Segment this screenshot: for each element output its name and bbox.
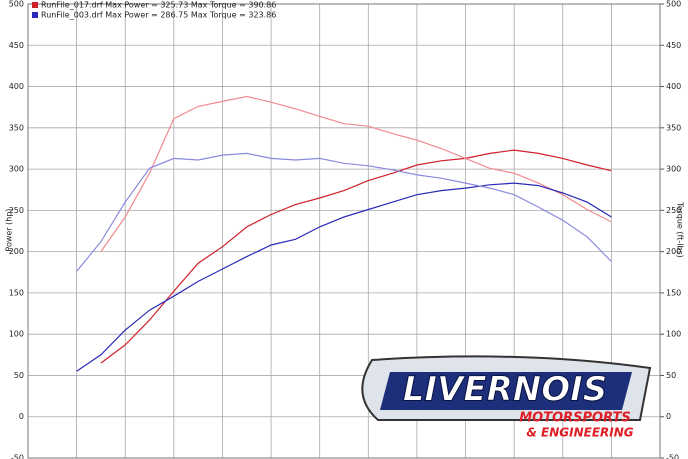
y2-tick-label: 50 (666, 371, 676, 380)
y2-tick-label: 300 (666, 165, 681, 174)
y-tick-label: 400 (9, 82, 24, 91)
series-line (76, 182, 612, 372)
y2-tick-label: 500 (666, 0, 681, 9)
logo-subtitle: MOTORSPORTS (519, 411, 631, 426)
y-tick-label: 200 (9, 247, 24, 256)
logo-tagline: & ENGINEERING (526, 426, 633, 440)
y-tick-label: 300 (9, 165, 24, 174)
legend-entry: RunFile_017.drf Max Power = 325.73 Max T… (41, 1, 276, 10)
legend-swatch (32, 12, 38, 18)
y2-tick-label: 350 (666, 123, 681, 132)
y-tick-label: -50 (11, 454, 24, 459)
y2-tick-label: 100 (666, 330, 681, 339)
logo-name: LIVERNOIS (403, 370, 608, 410)
y-axis-label: Power (hp) (5, 208, 14, 251)
legend-entry: RunFile_003.drf Max Power = 286.75 Max T… (41, 11, 276, 20)
legend-swatch (32, 2, 38, 8)
logo: LIVERNOIS MOTORSPORTS & ENGINEERING (361, 355, 652, 440)
y-tick-label: 350 (9, 123, 24, 132)
y-tick-label: 0 (19, 412, 24, 421)
y2-axis-label: Torque (ft-lbs) (676, 201, 685, 258)
y-tick-label: 450 (9, 41, 24, 50)
y2-tick-label: 450 (666, 41, 681, 50)
y-tick-label: 50 (14, 371, 24, 380)
y-tick-label: 100 (9, 330, 24, 339)
y2-tick-label: 400 (666, 82, 681, 91)
y2-tick-label: -50 (666, 454, 679, 459)
y-tick-label: 250 (9, 206, 24, 215)
plot-frame (27, 3, 661, 459)
y-tick-label: 150 (9, 288, 24, 297)
series-line (100, 149, 612, 364)
y2-tick-label: 150 (666, 288, 681, 297)
y2-tick-label: 200 (666, 247, 681, 256)
y2-tick-label: 250 (666, 206, 681, 215)
series-line (76, 152, 612, 272)
y-tick-label: 500 (9, 0, 24, 9)
series-line (100, 95, 612, 252)
logo-band (380, 372, 632, 410)
y2-tick-label: 0 (666, 412, 671, 421)
